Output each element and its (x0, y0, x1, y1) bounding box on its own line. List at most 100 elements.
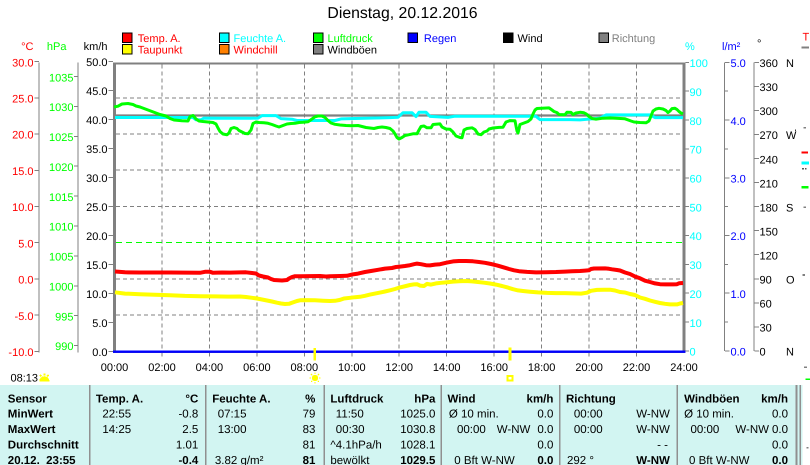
svg-text:16:00: 16:00 (480, 362, 508, 374)
svg-text:W-NW: W-NW (497, 424, 531, 436)
svg-text:2.5: 2.5 (182, 424, 198, 436)
svg-text:70: 70 (690, 145, 702, 157)
svg-text:km/h: km/h (761, 393, 788, 405)
svg-text:04:00: 04:00 (196, 362, 224, 374)
svg-text:1029.5: 1029.5 (400, 455, 436, 465)
svg-text:Ø 10 min.: Ø 10 min. (684, 408, 734, 420)
svg-text:W-NW: W-NW (735, 424, 769, 436)
svg-text:Temp. A.: Temp. A. (96, 393, 143, 405)
svg-text:995: 995 (55, 311, 73, 323)
svg-text:W-NW: W-NW (636, 408, 670, 420)
svg-text:hPa: hPa (414, 393, 436, 405)
svg-text:0 Bft W-NW: 0 Bft W-NW (689, 455, 750, 465)
svg-text:80: 80 (690, 116, 702, 128)
svg-text:22:55: 22:55 (102, 408, 131, 420)
svg-text:270: 270 (760, 130, 778, 142)
svg-text:Luftdruck: Luftdruck (328, 33, 374, 45)
svg-text:1028.1: 1028.1 (400, 439, 435, 451)
svg-text:1015: 1015 (49, 192, 73, 204)
svg-text:1.01: 1.01 (176, 439, 198, 451)
svg-text:10: 10 (690, 318, 702, 330)
svg-text:-0.8: -0.8 (178, 408, 198, 420)
svg-text:40.0: 40.0 (86, 115, 107, 127)
svg-text:0.0: 0.0 (772, 439, 788, 451)
svg-text:N: N (786, 347, 794, 359)
svg-text:W-NW: W-NW (636, 455, 670, 465)
svg-text:0 Bft W-NW: 0 Bft W-NW (454, 455, 515, 465)
svg-text:MinWert: MinWert (8, 408, 53, 420)
svg-text:°: ° (757, 38, 761, 50)
svg-text:°C: °C (21, 41, 33, 53)
svg-text:10:00: 10:00 (338, 362, 366, 374)
svg-text:bewölkt: bewölkt (330, 455, 370, 465)
svg-text:22:00: 22:00 (623, 362, 651, 374)
svg-text:%: % (305, 393, 315, 405)
svg-text:08:00: 08:00 (291, 362, 319, 374)
svg-text:06:00: 06:00 (243, 362, 271, 374)
svg-text:1010: 1010 (49, 222, 73, 234)
svg-text:18:00: 18:00 (528, 362, 556, 374)
svg-text:100: 100 (690, 58, 708, 70)
svg-text:00:00: 00:00 (574, 424, 603, 436)
svg-text:79: 79 (303, 408, 316, 420)
svg-text:30: 30 (690, 260, 702, 272)
svg-text:24:00: 24:00 (670, 362, 698, 374)
svg-text:25.0: 25.0 (12, 94, 33, 106)
svg-text:1000: 1000 (49, 282, 73, 294)
svg-text:1030.8: 1030.8 (400, 424, 435, 436)
svg-text:08:13: 08:13 (11, 373, 39, 385)
svg-text:Sensor: Sensor (8, 393, 48, 405)
svg-text:60: 60 (760, 299, 772, 311)
svg-text:0.0: 0.0 (772, 424, 788, 436)
svg-text:30.0: 30.0 (12, 57, 33, 69)
svg-text:Richtung: Richtung (566, 393, 616, 405)
svg-text:Durchschnitt: Durchschnitt (8, 439, 79, 451)
svg-text:990: 990 (55, 341, 73, 353)
svg-text:00:00: 00:00 (691, 424, 720, 436)
svg-text:^4.1hPa/h: ^4.1hPa/h (330, 439, 381, 451)
svg-text:1035: 1035 (49, 72, 73, 84)
svg-text:25.0: 25.0 (86, 202, 107, 214)
svg-text:292 °: 292 ° (567, 455, 594, 465)
svg-text:50.0: 50.0 (86, 57, 107, 69)
svg-text:60: 60 (690, 174, 702, 186)
svg-text:km/h: km/h (84, 41, 108, 53)
svg-text:1030: 1030 (49, 102, 73, 114)
svg-text:Regen: Regen (424, 33, 456, 45)
svg-text:W: W (786, 130, 797, 142)
svg-text:Windböen: Windböen (328, 45, 378, 57)
svg-text:40: 40 (690, 231, 702, 243)
svg-text:MaxWert: MaxWert (8, 424, 56, 436)
svg-text:0.0: 0.0 (92, 347, 107, 359)
svg-text:0.0: 0.0 (537, 408, 553, 420)
svg-text:00:00: 00:00 (457, 424, 486, 436)
svg-text:5.0: 5.0 (18, 238, 33, 250)
svg-text:14:00: 14:00 (433, 362, 461, 374)
svg-text:- -: - - (657, 439, 668, 451)
svg-text:-5.0: -5.0 (15, 311, 34, 323)
svg-text:Luftdruck: Luftdruck (330, 393, 384, 405)
svg-text:0.0: 0.0 (772, 455, 788, 465)
svg-text:81: 81 (303, 439, 316, 451)
svg-text:180: 180 (760, 202, 778, 214)
svg-text:Taupunkt: Taupunkt (138, 45, 183, 57)
svg-text:0.0: 0.0 (537, 424, 553, 436)
svg-text:13:00: 13:00 (218, 424, 247, 436)
svg-text:km/h: km/h (527, 393, 554, 405)
svg-text:0.0: 0.0 (772, 408, 788, 420)
svg-text:-0.4: -0.4 (178, 455, 198, 465)
svg-text:hPa: hPa (47, 41, 67, 53)
svg-text:07:15: 07:15 (218, 408, 247, 420)
svg-text:1025.0: 1025.0 (400, 408, 435, 420)
svg-text:210: 210 (760, 178, 778, 190)
svg-text:83: 83 (303, 424, 316, 436)
svg-text:0.0: 0.0 (731, 347, 746, 359)
svg-text:5.0: 5.0 (92, 318, 107, 330)
svg-text:20:00: 20:00 (575, 362, 603, 374)
svg-text:20.0: 20.0 (86, 231, 107, 243)
svg-text:15.0: 15.0 (86, 260, 107, 272)
svg-text:00:00: 00:00 (101, 362, 129, 374)
svg-text:Wind: Wind (518, 33, 543, 45)
svg-text:00:30: 00:30 (336, 424, 365, 436)
svg-text:10.0: 10.0 (86, 289, 107, 301)
